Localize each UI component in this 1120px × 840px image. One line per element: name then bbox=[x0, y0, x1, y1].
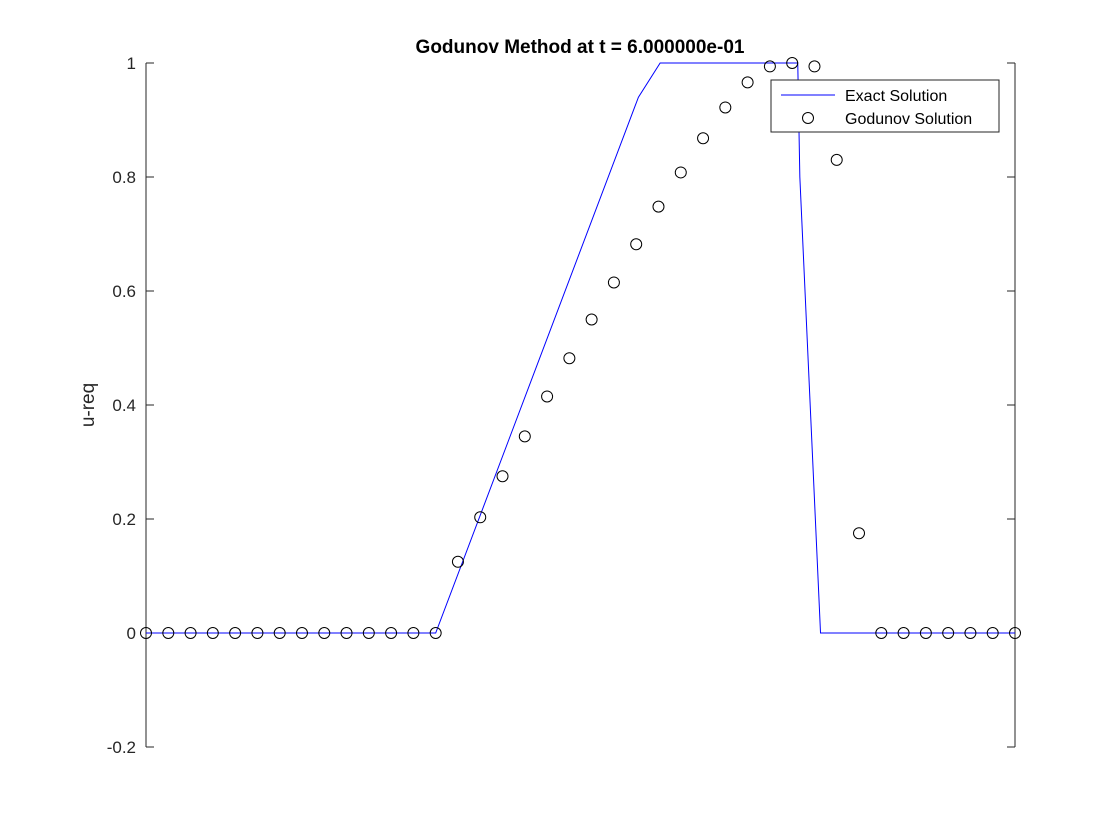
y-tick-label: 0 bbox=[127, 624, 136, 643]
godunov-point bbox=[830, 153, 843, 166]
godunov-point bbox=[607, 276, 620, 289]
godunov-point bbox=[385, 627, 398, 639]
godunov-point bbox=[362, 627, 375, 639]
godunov-point bbox=[897, 627, 910, 639]
godunov-point bbox=[541, 390, 554, 403]
y-tick-label: 1 bbox=[127, 54, 136, 73]
chart-title: Godunov Method at t = 6.000000e-01 bbox=[416, 37, 745, 58]
godunov-point bbox=[162, 627, 175, 639]
godunov-point bbox=[518, 430, 531, 443]
godunov-point bbox=[674, 166, 687, 179]
godunov-point bbox=[853, 527, 866, 540]
y-tick-label: 0.6 bbox=[112, 282, 136, 301]
plot-area: -0.2 0 0.2 0.4 0.6 0.8 1 bbox=[107, 54, 1021, 757]
godunov-point bbox=[206, 627, 219, 639]
y-tick-label: -0.2 bbox=[107, 738, 136, 757]
legend-entry-godunov: Godunov Solution bbox=[845, 111, 972, 128]
godunov-point bbox=[741, 76, 754, 89]
godunov-point bbox=[407, 627, 420, 639]
godunov-point bbox=[630, 238, 643, 251]
legend-marker-swatch bbox=[802, 112, 814, 124]
godunov-point bbox=[429, 627, 442, 639]
godunov-point bbox=[652, 200, 665, 213]
y-tick-label: 0.2 bbox=[112, 510, 136, 529]
y-tick-label: 0.4 bbox=[112, 396, 136, 415]
godunov-point bbox=[273, 627, 286, 639]
godunov-point bbox=[451, 555, 464, 568]
godunov-point bbox=[318, 627, 331, 639]
godunov-point bbox=[585, 313, 598, 326]
godunov-point bbox=[563, 352, 576, 365]
godunov-point bbox=[474, 511, 487, 524]
godunov-point bbox=[1009, 627, 1021, 639]
exact-solution-line bbox=[146, 62, 1015, 634]
godunov-point bbox=[697, 132, 710, 145]
godunov-point bbox=[875, 627, 888, 639]
legend-entry-exact: Exact Solution bbox=[845, 88, 947, 105]
godunov-point bbox=[184, 627, 197, 639]
legend: Exact Solution Godunov Solution bbox=[770, 79, 1000, 133]
godunov-point bbox=[763, 60, 776, 73]
godunov-point bbox=[295, 627, 308, 639]
godunov-point bbox=[251, 627, 264, 639]
godunov-point bbox=[229, 627, 242, 639]
godunov-point bbox=[942, 627, 955, 639]
y-axis-label: u-req bbox=[78, 383, 99, 427]
godunov-point bbox=[986, 627, 999, 639]
godunov-point bbox=[140, 627, 152, 639]
y-tick-label: 0.8 bbox=[112, 168, 136, 187]
godunov-point bbox=[786, 57, 799, 69]
godunov-point bbox=[719, 101, 732, 114]
godunov-point bbox=[340, 627, 353, 639]
godunov-point bbox=[919, 627, 932, 639]
godunov-point bbox=[964, 627, 977, 639]
godunov-point bbox=[808, 60, 821, 73]
godunov-point bbox=[496, 470, 509, 483]
